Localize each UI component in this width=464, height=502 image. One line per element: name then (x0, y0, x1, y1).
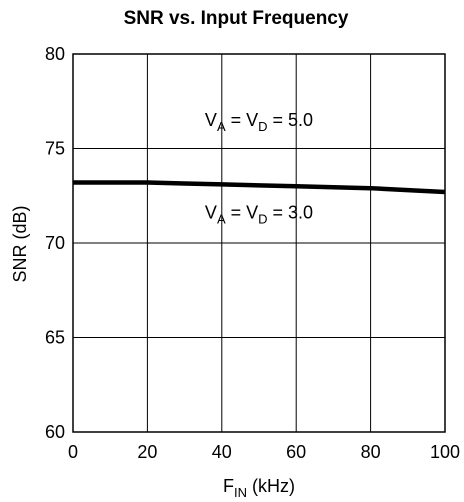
x-tick-label: 40 (212, 442, 232, 462)
supply-voltage-label: VA = VD = 5.0 (205, 110, 313, 134)
y-tick-labels: 60 65 70 75 80 (45, 44, 65, 442)
series-line (73, 180, 446, 195)
x-axis-label: FIN (kHz) (223, 476, 295, 500)
x-tick-labels: 0 20 40 60 80 100 (68, 442, 460, 462)
x-tick-label: 0 (68, 442, 78, 462)
y-tick-label: 65 (45, 328, 65, 348)
y-axis-label: SNR (dB) (10, 205, 30, 282)
y-tick-label: 60 (45, 422, 65, 442)
x-tick-label: 80 (361, 442, 381, 462)
annotations: VA = VD = 5.0 VA = VD = 3.0 (205, 110, 313, 227)
y-tick-label: 70 (45, 233, 65, 253)
x-tick-label: 100 (430, 442, 460, 462)
y-tick-label: 80 (45, 44, 65, 64)
grid (72, 53, 446, 433)
x-tick-label: 60 (286, 442, 306, 462)
plot-frame (72, 53, 446, 433)
series-layer (73, 180, 446, 195)
supply-voltage-label: VA = VD = 3.0 (205, 202, 313, 226)
chart-title: SNR vs. Input Frequency (124, 8, 349, 29)
y-tick-label: 75 (45, 139, 65, 159)
x-tick-label: 20 (137, 442, 157, 462)
